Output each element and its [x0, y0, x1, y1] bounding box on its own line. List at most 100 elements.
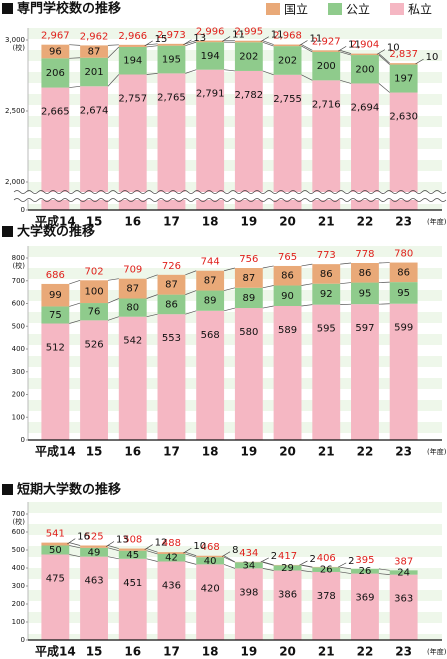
connector-line: [107, 46, 120, 58]
bar-segment: [351, 304, 379, 440]
connector-line: [301, 570, 313, 573]
y-tick-label: 600: [12, 300, 25, 308]
segment-label: 553: [162, 333, 181, 344]
bar-segment: [351, 53, 379, 56]
x-tick-label: 22: [357, 215, 374, 229]
connector-line: [262, 285, 274, 289]
connector-line: [301, 304, 313, 307]
y-tick-label: 2,000: [5, 178, 25, 186]
bar-segment: [118, 44, 147, 47]
break-wave: [13, 190, 447, 194]
total-label: 387: [394, 556, 413, 567]
bar-segment: [118, 548, 147, 551]
bar-segment: [312, 571, 341, 640]
segment-label: 92: [320, 289, 333, 300]
segment-label-outside: 2: [271, 551, 277, 562]
leader-line: [260, 557, 269, 563]
segment-label-outside: 10: [193, 541, 206, 552]
bar-segment: [234, 287, 263, 309]
segment-label: 599: [394, 323, 413, 334]
bar-segment: [389, 303, 418, 440]
segment-label: 202: [239, 52, 258, 63]
chart-title: 専門学校数の推移: [17, 1, 121, 17]
bar-segment: [234, 308, 263, 440]
segment-label: 475: [46, 574, 65, 585]
segment-label: 463: [85, 576, 104, 587]
bar-segment: [196, 42, 225, 70]
y-tick-label: 100: [12, 413, 25, 421]
x-tick-label: 16: [124, 645, 141, 659]
total-label: 726: [162, 261, 181, 272]
segment-label: 86: [397, 267, 410, 278]
segment-label: 86: [320, 269, 333, 280]
bar-segment: [80, 320, 108, 440]
segment-label: 89: [242, 293, 255, 304]
background-stripe: [28, 546, 442, 557]
total-label: 525: [85, 532, 104, 543]
connector-line: [107, 547, 119, 552]
segment-label-outside: 2: [309, 554, 315, 565]
y-tick-label: 200: [12, 391, 25, 399]
connector-line: [69, 319, 81, 324]
x-tick-label: 19: [240, 645, 257, 659]
segment-label: 87: [204, 276, 217, 287]
segment-label-outside: 11: [232, 30, 245, 41]
x-tick-label: 17: [163, 645, 180, 659]
segment-label: 90: [281, 291, 294, 302]
total-label: 2,967: [41, 31, 70, 42]
total-label: 468: [201, 542, 220, 553]
bar-segment: [41, 58, 70, 88]
segment-label: 201: [85, 67, 104, 78]
bar-segment: [118, 74, 147, 210]
bar-segment: [196, 40, 225, 43]
total-label: 765: [278, 252, 297, 263]
connector-line: [262, 70, 274, 76]
connector-line: [301, 44, 313, 51]
bar-segment: [351, 282, 379, 305]
bar-segment: [80, 57, 108, 87]
connector-line: [69, 57, 81, 59]
bar-segment: [389, 570, 418, 575]
bar-segment: [234, 568, 263, 640]
connector-line: [185, 561, 197, 565]
segment-label: 451: [123, 578, 142, 589]
connector-line: [340, 566, 352, 570]
bar-segment: [351, 55, 379, 84]
connector-line: [107, 316, 119, 321]
segment-label: 99: [49, 290, 62, 301]
segment-label: 95: [359, 288, 372, 299]
segment-label: 589: [278, 325, 297, 336]
segment-label: 206: [46, 68, 65, 79]
segment-label-outside: 10: [426, 52, 439, 63]
connector-line: [301, 263, 313, 267]
chart-title: 大学数の推移: [17, 224, 95, 240]
total-label: 2,966: [118, 31, 147, 42]
connector-line: [107, 44, 119, 46]
segment-label-outside: 11: [271, 30, 284, 41]
y-tick-label: 400: [12, 564, 25, 572]
total-label: 434: [239, 548, 258, 559]
x-tick-label: 17: [163, 445, 180, 459]
connector-line: [69, 554, 81, 558]
bar-segment: [41, 323, 70, 440]
connector-line: [301, 45, 313, 53]
segment-label: 526: [85, 339, 104, 350]
bar-segment: [234, 562, 263, 569]
bar-segment: [273, 565, 302, 571]
legend-swatch: [328, 3, 342, 15]
x-tick-label: 23: [395, 645, 412, 659]
bar-segment: [196, 270, 225, 291]
y-tick-label: 300: [12, 368, 25, 376]
connector-line: [146, 558, 158, 562]
segment-label-outside: 13: [116, 535, 129, 546]
connector-line: [146, 73, 158, 75]
connector-line: [340, 262, 352, 265]
connector-line: [185, 40, 197, 45]
total-label: 702: [85, 266, 104, 277]
x-tick-label: 平成14: [35, 214, 76, 229]
connector-line: [340, 51, 352, 56]
segment-label-outside: 2: [348, 556, 354, 567]
bar-segment: [80, 45, 108, 58]
connector-line: [146, 274, 158, 280]
bar-segment: [80, 86, 108, 210]
